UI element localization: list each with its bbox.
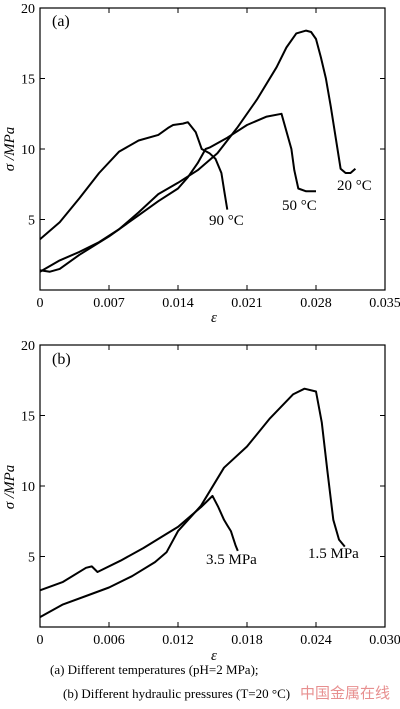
panel-b-y-tick-label: 5	[28, 551, 35, 566]
panel-b-series-line-0	[39, 494, 239, 592]
panel-b-x-tick-label: 0.030	[369, 633, 400, 648]
panel-b-curve-label-0: 3.5 MPa	[206, 552, 257, 568]
panel-a-label: (a)	[52, 13, 70, 30]
panel-b-label: (b)	[52, 351, 71, 368]
panel-b-y-axis-title: σ /MPa	[2, 465, 18, 509]
panel-b-x-tick-label: 0.018	[231, 633, 263, 648]
panel-b-y-tick-label: 20	[21, 339, 35, 354]
panel-a-y-axis-title: σ /MPa	[2, 127, 18, 171]
panel-a-y-tick-label: 5	[28, 214, 35, 229]
panel-b-x-axis-title: ε	[211, 648, 217, 664]
panel-a-y-tick-label: 15	[21, 73, 35, 88]
panel-a-x-tick-label: 0.028	[300, 296, 332, 311]
panel-a-curve-label-0: 90 °C	[209, 213, 244, 229]
panel-b-y-tick-label: 10	[21, 480, 35, 495]
watermark-text: 中国金属在线	[300, 684, 390, 702]
panel-a-x-tick-label: 0.007	[93, 296, 125, 311]
panel-b-x-tick-label: 0.006	[93, 633, 125, 648]
panel-a-series-line-1	[39, 112, 316, 273]
panel-a-curve-label-1: 50 °C	[282, 198, 317, 214]
panel-a-x-tick-label-origin: 0	[37, 296, 44, 311]
chart-panel-b: 0.006 0.012 0.018 0.024 0.030 0 5 10 15 20 σ /MPa ε…	[2, 339, 400, 664]
panel-a-y-tick-label: 10	[21, 143, 35, 158]
panel-a-series-line-0	[39, 121, 229, 240]
chart-panel-a: 0.007 0.014 0.021 0.028 0.035 0 5 10 15 20 σ /MPa ε…	[2, 2, 400, 326]
panel-b-y-tick-label: 15	[21, 410, 35, 425]
panel-b-curve-label-1: 1.5 MPa	[308, 546, 359, 562]
caption-line-a: (a) Different temperatures (pH=2 MPa);	[50, 662, 259, 677]
panel-a-x-tick-label: 0.014	[162, 296, 194, 311]
caption-line-b: (b) Different hydraulic pressures (T=20 …	[63, 686, 290, 701]
panel-b-series-line-1	[39, 387, 346, 618]
panel-a-x-axis-title: ε	[211, 310, 217, 326]
panel-a-x-tick-label: 0.035	[369, 296, 400, 311]
panel-a-curve-label-2: 20 °C	[337, 178, 372, 194]
panel-b-x-tick-label: 0.024	[300, 633, 332, 648]
panel-b-x-tick-label: 0.012	[162, 633, 194, 648]
panel-a-x-tick-label: 0.021	[231, 296, 263, 311]
panel-a-y-tick-label: 20	[21, 2, 35, 17]
panel-a-series-line-2	[39, 29, 357, 273]
panel-b-x-tick-label-origin: 0	[37, 633, 44, 648]
